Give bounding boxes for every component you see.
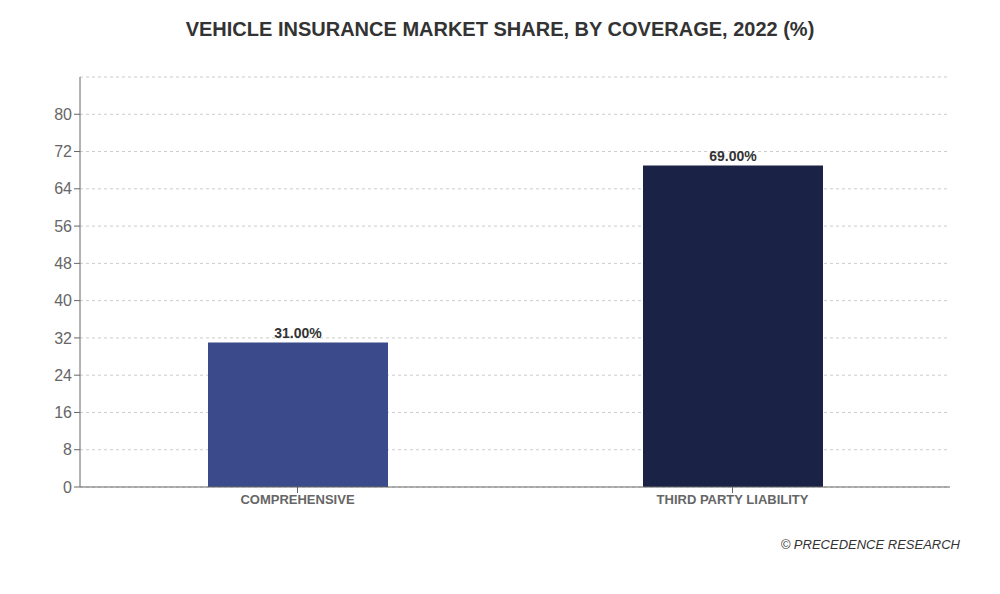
svg-text:48: 48 [54, 255, 72, 272]
svg-text:31.00%: 31.00% [274, 325, 322, 341]
svg-text:THIRD PARTY LIABILITY: THIRD PARTY LIABILITY [657, 492, 809, 507]
svg-text:COMPREHENSIVE: COMPREHENSIVE [240, 492, 354, 507]
svg-text:32: 32 [54, 330, 72, 347]
svg-text:24: 24 [54, 367, 72, 384]
svg-text:80: 80 [54, 106, 72, 123]
svg-text:69.00%: 69.00% [709, 148, 757, 164]
svg-text:56: 56 [54, 218, 72, 235]
svg-text:72: 72 [54, 143, 72, 160]
svg-text:0: 0 [63, 479, 72, 496]
svg-text:16: 16 [54, 404, 72, 421]
svg-text:64: 64 [54, 180, 72, 197]
svg-text:8: 8 [63, 441, 72, 458]
svg-text:40: 40 [54, 292, 72, 309]
html-text:VEHICLE INSURANCE MARKET SHARE: VEHICLE INSURANCE MARKET SHARE, BY COVER… [185, 18, 815, 40]
html-text:© PRECEDENCE RESEARCH: © PRECEDENCE RESEARCH [780, 537, 960, 552]
